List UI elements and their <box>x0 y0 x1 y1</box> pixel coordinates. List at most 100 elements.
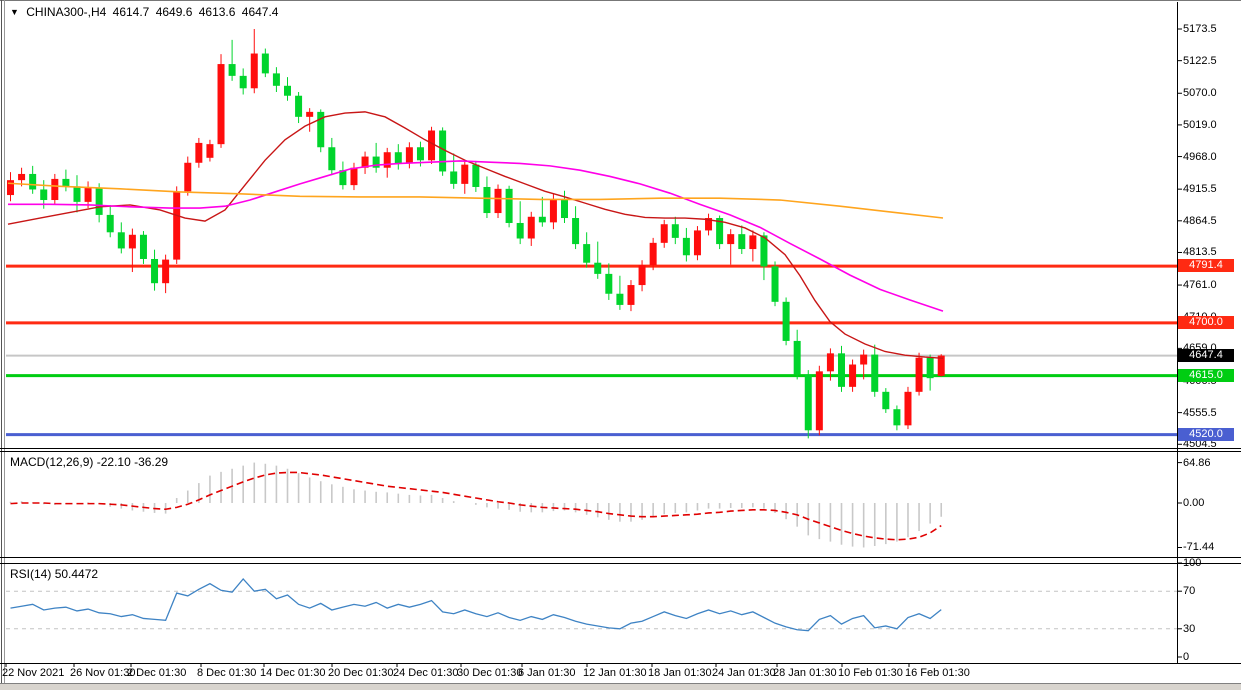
price-axis-label: 5122.5 <box>1183 54 1217 67</box>
candle <box>284 85 291 96</box>
candle <box>450 171 458 184</box>
candle <box>250 53 258 89</box>
time-axis-label: 22 Nov 2021 <box>2 667 65 679</box>
price-badge-4700.0: 4700.0 <box>1178 315 1234 329</box>
ma-line <box>7 182 944 219</box>
symbol-timeframe-label: CHINA300-,H4 <box>26 5 107 19</box>
time-axis-label: 6 Jan 01:30 <box>518 667 576 679</box>
candle <box>383 152 391 168</box>
time-axis-label: 24 Dec 01:30 <box>393 667 459 679</box>
price-axis-label: 4915.5 <box>1183 183 1217 196</box>
candle <box>472 164 480 187</box>
candle <box>904 391 912 426</box>
candle <box>228 64 236 76</box>
candle <box>239 75 247 89</box>
macd-indicator-label: MACD(12,26,9) -22.10 -36.29 <box>10 455 168 469</box>
candle <box>572 218 580 245</box>
candle <box>195 142 203 163</box>
candle <box>716 218 724 245</box>
candle <box>40 189 48 201</box>
candle <box>128 234 136 249</box>
candle <box>206 144 214 158</box>
price-badge-4647.4: 4647.4 <box>1178 348 1234 362</box>
candle <box>261 53 269 74</box>
candle <box>849 364 857 387</box>
window-top-border <box>0 0 1241 1</box>
candle <box>84 187 92 202</box>
ohlc-open: 4614.7 <box>112 5 150 19</box>
candle <box>439 130 447 172</box>
macd-signal-line <box>10 471 942 541</box>
time-axis-label: 26 Nov 01:30 <box>70 667 136 679</box>
candle <box>162 259 170 284</box>
candle <box>73 186 81 202</box>
candle <box>693 230 701 256</box>
time-axis-label: 20 Dec 01:30 <box>328 667 394 679</box>
price-badge-4791.4: 4791.4 <box>1178 259 1234 273</box>
rsi-value: 50.4472 <box>54 567 99 581</box>
candle <box>771 266 779 302</box>
ohlc-high: 4649.6 <box>155 5 193 19</box>
candle <box>638 265 646 286</box>
candle <box>361 156 369 168</box>
candle <box>184 162 192 192</box>
window-bottom-strip <box>0 683 1241 690</box>
time-axis-label: 16 Feb 01:30 <box>905 667 970 679</box>
price-axis-label: 4813.5 <box>1183 246 1217 259</box>
candle <box>505 188 513 223</box>
candle <box>937 355 945 376</box>
rsi-line <box>10 577 942 632</box>
candle <box>649 242 657 266</box>
candle <box>51 178 59 201</box>
macd-axis-label: 0.00 <box>1183 497 1205 509</box>
candle <box>782 301 790 341</box>
candle <box>306 111 314 117</box>
price-badge-4615.0: 4615.0 <box>1178 368 1234 382</box>
candle <box>871 354 879 392</box>
rsi-axis-label: 30 <box>1183 622 1196 635</box>
candle <box>29 173 37 190</box>
candle <box>804 374 812 431</box>
candle <box>893 409 901 426</box>
candle <box>428 130 436 161</box>
candle <box>538 216 546 223</box>
window-left-border-inner <box>4 0 5 690</box>
candle <box>926 357 934 379</box>
candle <box>583 244 591 263</box>
candle <box>516 222 524 239</box>
candle <box>749 235 757 250</box>
price-axis-label: 5019.0 <box>1183 118 1217 131</box>
rsi-indicator-label: RSI(14) 50.4472 <box>10 567 98 581</box>
time-axis-label: 18 Jan 01:30 <box>648 667 712 679</box>
candle <box>18 173 26 181</box>
price-axis-label: 4504.5 <box>1183 438 1217 451</box>
chart-title: ▼ CHINA300-,H4 4614.7 4649.6 4613.6 4647… <box>10 5 281 19</box>
candle <box>705 218 713 231</box>
candle <box>339 170 347 186</box>
symbol-dropdown-icon[interactable]: ▼ <box>10 7 19 17</box>
candle <box>660 224 668 243</box>
candle <box>483 186 491 214</box>
candle <box>328 147 336 171</box>
candle <box>405 147 413 164</box>
candle <box>527 216 535 239</box>
macd-axis-label: 64.86 <box>1183 456 1211 469</box>
candle <box>272 73 280 86</box>
candle <box>317 111 325 148</box>
candle <box>826 353 834 372</box>
time-axis-label: 12 Jan 01:30 <box>583 667 647 679</box>
candle <box>682 237 690 256</box>
candle <box>860 354 868 365</box>
price-axis-label: 4761.0 <box>1183 279 1217 292</box>
candle <box>793 340 801 375</box>
candle <box>815 371 823 431</box>
candle <box>760 235 768 267</box>
price-axis-label: 5070.0 <box>1183 87 1217 100</box>
candle <box>882 391 890 410</box>
price-axis-label: 4864.5 <box>1183 214 1217 227</box>
candle <box>727 234 735 245</box>
price-axis-label: 4555.5 <box>1183 406 1217 419</box>
candle <box>461 164 469 184</box>
candle <box>549 199 557 223</box>
